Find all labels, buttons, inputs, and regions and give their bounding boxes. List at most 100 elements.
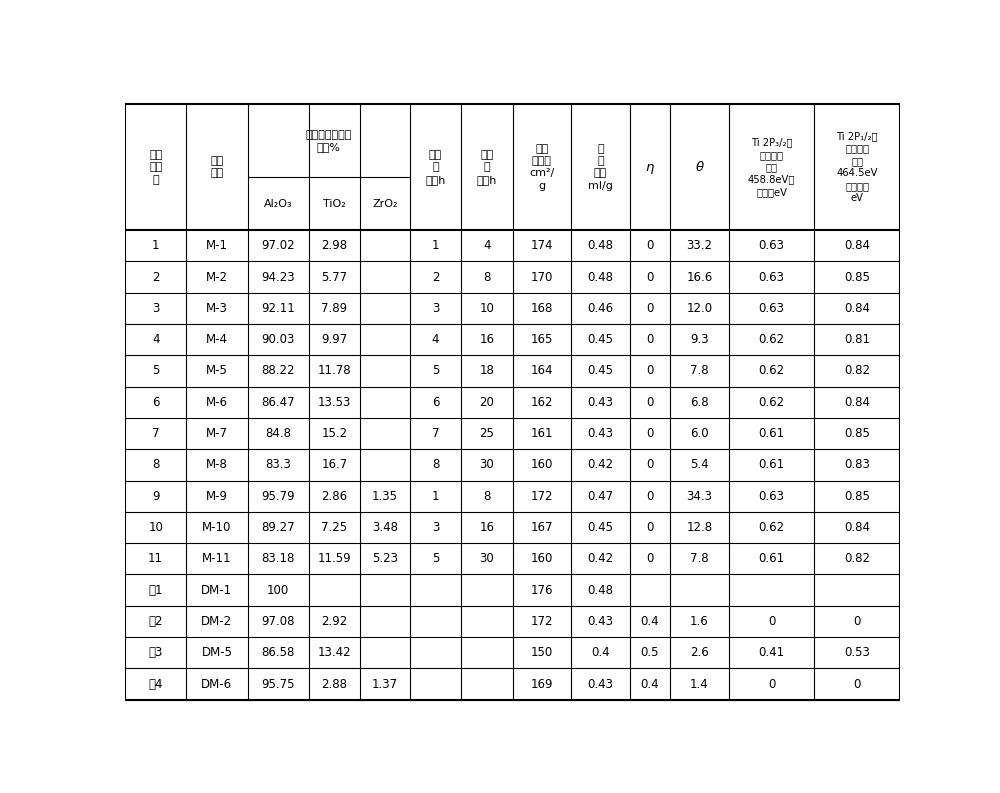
Text: 0.48: 0.48 bbox=[587, 239, 613, 252]
Text: 0.62: 0.62 bbox=[759, 333, 785, 347]
Text: 169: 169 bbox=[531, 677, 553, 691]
Text: 6.0: 6.0 bbox=[690, 427, 709, 440]
Text: M-11: M-11 bbox=[202, 552, 232, 565]
Text: 0: 0 bbox=[646, 333, 654, 347]
Text: 0.81: 0.81 bbox=[844, 333, 870, 347]
Text: 3.48: 3.48 bbox=[372, 521, 398, 534]
Text: 0: 0 bbox=[646, 490, 654, 503]
Text: 168: 168 bbox=[531, 302, 553, 315]
Text: 3: 3 bbox=[432, 521, 439, 534]
Text: 0.43: 0.43 bbox=[587, 427, 613, 440]
Text: 7.8: 7.8 bbox=[690, 365, 709, 377]
Text: 2.92: 2.92 bbox=[321, 615, 348, 628]
Text: 0.83: 0.83 bbox=[844, 458, 870, 471]
Text: DM-5: DM-5 bbox=[201, 646, 232, 659]
Text: 0.4: 0.4 bbox=[641, 677, 659, 691]
Text: 比3: 比3 bbox=[148, 646, 163, 659]
Text: 0: 0 bbox=[646, 270, 654, 284]
Text: 86.47: 86.47 bbox=[261, 396, 295, 409]
Text: 25: 25 bbox=[479, 427, 494, 440]
Text: 0.62: 0.62 bbox=[759, 396, 785, 409]
Text: 0.84: 0.84 bbox=[844, 396, 870, 409]
Text: 20: 20 bbox=[479, 396, 494, 409]
Text: 0: 0 bbox=[854, 677, 861, 691]
Text: 8: 8 bbox=[483, 270, 491, 284]
Text: 7: 7 bbox=[152, 427, 159, 440]
Text: Ti 2P₁/₂轨
道电子结
合能
464.5eV
处偏移，
eV: Ti 2P₁/₂轨 道电子结 合能 464.5eV 处偏移， eV bbox=[836, 131, 878, 203]
Text: 1.37: 1.37 bbox=[372, 677, 398, 691]
Text: 95.75: 95.75 bbox=[261, 677, 295, 691]
Text: 97.02: 97.02 bbox=[261, 239, 295, 252]
Text: 0.48: 0.48 bbox=[587, 270, 613, 284]
Text: 1.35: 1.35 bbox=[372, 490, 398, 503]
Text: ZrO₂: ZrO₂ bbox=[372, 199, 398, 209]
Text: θ: θ bbox=[695, 161, 704, 174]
Text: 0: 0 bbox=[646, 365, 654, 377]
Text: TiO₂: TiO₂ bbox=[323, 199, 346, 209]
Text: 9.3: 9.3 bbox=[690, 333, 709, 347]
Text: Ti 2P₃/₂轨
道电子结
合能
458.8eV处
偏移，eV: Ti 2P₃/₂轨 道电子结 合能 458.8eV处 偏移，eV bbox=[748, 137, 795, 197]
Text: 92.11: 92.11 bbox=[261, 302, 295, 315]
Text: 比1: 比1 bbox=[148, 584, 163, 596]
Text: 0.41: 0.41 bbox=[759, 646, 785, 659]
Text: M-2: M-2 bbox=[206, 270, 228, 284]
Text: 0: 0 bbox=[646, 239, 654, 252]
Text: 0.63: 0.63 bbox=[759, 490, 785, 503]
Text: 0.61: 0.61 bbox=[759, 427, 785, 440]
Text: 5: 5 bbox=[152, 365, 159, 377]
Text: 载体
编号: 载体 编号 bbox=[210, 156, 224, 178]
Text: 0.63: 0.63 bbox=[759, 270, 785, 284]
Text: 12.8: 12.8 bbox=[686, 521, 713, 534]
Text: 16.6: 16.6 bbox=[686, 270, 713, 284]
Text: 8: 8 bbox=[152, 458, 159, 471]
Text: 0: 0 bbox=[768, 677, 775, 691]
Text: 174: 174 bbox=[531, 239, 553, 252]
Text: 6: 6 bbox=[432, 396, 439, 409]
Text: 0.43: 0.43 bbox=[587, 677, 613, 691]
Text: 10: 10 bbox=[148, 521, 163, 534]
Text: 0.48: 0.48 bbox=[587, 584, 613, 596]
Text: 7.89: 7.89 bbox=[321, 302, 348, 315]
Text: 9.97: 9.97 bbox=[321, 333, 348, 347]
Text: 176: 176 bbox=[531, 584, 553, 596]
Text: 0: 0 bbox=[646, 458, 654, 471]
Text: 0: 0 bbox=[646, 521, 654, 534]
Text: 0.84: 0.84 bbox=[844, 302, 870, 315]
Text: 0.61: 0.61 bbox=[759, 552, 785, 565]
Text: 5: 5 bbox=[432, 552, 439, 565]
Text: 2.98: 2.98 bbox=[321, 239, 348, 252]
Text: 0.61: 0.61 bbox=[759, 458, 785, 471]
Text: 12.0: 12.0 bbox=[686, 302, 713, 315]
Text: 2.88: 2.88 bbox=[322, 677, 348, 691]
Text: 13.53: 13.53 bbox=[318, 396, 351, 409]
Text: 16: 16 bbox=[479, 521, 494, 534]
Text: 2.86: 2.86 bbox=[321, 490, 348, 503]
Text: 0.84: 0.84 bbox=[844, 521, 870, 534]
Text: 0.63: 0.63 bbox=[759, 239, 785, 252]
Text: 8: 8 bbox=[483, 490, 491, 503]
Text: 88.22: 88.22 bbox=[261, 365, 295, 377]
Text: 84.8: 84.8 bbox=[265, 427, 291, 440]
Text: 90.03: 90.03 bbox=[262, 333, 295, 347]
Text: 165: 165 bbox=[531, 333, 553, 347]
Text: 7: 7 bbox=[432, 427, 439, 440]
Text: 6: 6 bbox=[152, 396, 159, 409]
Text: 0: 0 bbox=[646, 552, 654, 565]
Text: 4: 4 bbox=[152, 333, 159, 347]
Text: 170: 170 bbox=[531, 270, 553, 284]
Text: M-8: M-8 bbox=[206, 458, 228, 471]
Text: 161: 161 bbox=[531, 427, 553, 440]
Text: 18: 18 bbox=[479, 365, 494, 377]
Text: 1.4: 1.4 bbox=[690, 677, 709, 691]
Text: 0.4: 0.4 bbox=[641, 615, 659, 628]
Text: 30: 30 bbox=[479, 458, 494, 471]
Text: 160: 160 bbox=[531, 552, 553, 565]
Text: 94.23: 94.23 bbox=[261, 270, 295, 284]
Text: 10: 10 bbox=[479, 302, 494, 315]
Text: DM-2: DM-2 bbox=[201, 615, 232, 628]
Text: M-5: M-5 bbox=[206, 365, 228, 377]
Text: 0.5: 0.5 bbox=[641, 646, 659, 659]
Text: Al₂O₃: Al₂O₃ bbox=[264, 199, 293, 209]
Text: 水解
时
间，h: 水解 时 间，h bbox=[477, 150, 497, 185]
Text: 2: 2 bbox=[432, 270, 439, 284]
